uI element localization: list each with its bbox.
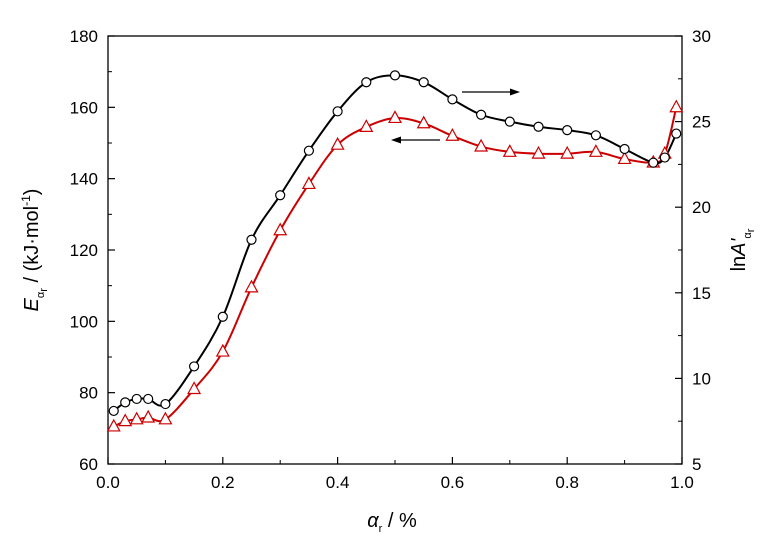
circle-marker (275, 190, 286, 201)
y-right-axis-label: lnA'αr (728, 228, 757, 271)
series-right-line (113, 74, 678, 412)
y-left-tick-label: 60 (79, 455, 98, 474)
triangle-marker (359, 119, 374, 132)
triangle-marker (215, 343, 230, 357)
y-left-axis-label: Eαr / (kJ·mol-1) (19, 189, 50, 312)
plot-frame (107, 35, 683, 465)
circle-marker (332, 106, 343, 117)
y-left-label-close: ) (21, 189, 43, 196)
y-left-label-sub: α (35, 291, 47, 298)
circle-marker (562, 125, 573, 136)
x-tick-label: 0.8 (555, 473, 579, 492)
y-right-label-subsub: r (745, 228, 757, 232)
y-right-tick-label: 30 (692, 27, 711, 46)
x-tick-label: 0.4 (326, 473, 350, 492)
triangle-marker (244, 279, 259, 293)
triangle-marker (273, 222, 288, 236)
triangle-marker (118, 413, 133, 427)
triangle-marker (106, 418, 121, 432)
circle-marker (160, 398, 171, 410)
circle-marker (619, 143, 630, 155)
circle-marker (659, 152, 670, 163)
circle-marker (648, 157, 659, 168)
y-right-label-sub: α (742, 232, 754, 239)
triangle-marker (129, 411, 144, 425)
circle-marker (418, 77, 429, 88)
x-tick-label: 1.0 (670, 473, 694, 492)
arrow-left-annotation (391, 136, 440, 144)
y-left-label-symbol: E (21, 297, 43, 311)
x-tick-label: 0.6 (441, 473, 465, 492)
y-right-tick-label: 15 (692, 284, 711, 303)
circle-marker (590, 130, 602, 141)
x-axis-label-unit: / % (382, 510, 417, 532)
y-left-tick-label: 140 (70, 170, 98, 189)
ticks: 0.0 0.2 0.4 0.6 0.8 1.0 60 80 100 120 140 160 180 5 10… (70, 27, 711, 492)
y-left-tick-label: 120 (70, 241, 98, 260)
y-right-label-prefix: ln (728, 256, 750, 272)
triangle-marker (588, 144, 603, 157)
triangle-marker (531, 145, 546, 159)
y-left-tick-label: 80 (79, 384, 98, 403)
triangle-marker (416, 115, 431, 129)
circle-marker (303, 145, 314, 156)
y-right-tick-label: 25 (692, 113, 711, 132)
circle-marker (389, 70, 401, 81)
y-right-tick-label: 20 (692, 198, 711, 217)
triangle-marker (330, 136, 345, 150)
circle-marker (217, 311, 228, 322)
triangle-marker (617, 151, 632, 165)
y-left-tick-label: 160 (70, 98, 98, 117)
triangle-marker (187, 381, 202, 395)
circle-marker (361, 77, 372, 88)
circle-marker (476, 109, 487, 120)
y-left-label-unit: / (kJ·mol (21, 206, 43, 288)
circle-marker (447, 94, 458, 105)
circle-marker (131, 393, 142, 405)
x-axis-label-sub: r (379, 523, 383, 535)
circle-marker (246, 234, 257, 245)
y-left-tick-label: 180 (70, 27, 98, 46)
x-tick-label: 0.2 (211, 473, 235, 492)
circle-marker (504, 116, 515, 127)
y-right-label-symbol: A' (728, 237, 750, 256)
y-left-label-subsub: r (38, 288, 50, 292)
triangle-marker (502, 144, 517, 157)
y-left-tick-label: 100 (70, 312, 98, 331)
circle-marker (143, 393, 154, 405)
triangle-marker (387, 110, 403, 124)
circle-marker (189, 361, 200, 372)
x-axis-label: αr / % (367, 510, 417, 535)
triangle-marker (560, 145, 575, 159)
x-axis-label-symbol: α (367, 510, 379, 532)
triangle-marker (158, 411, 173, 425)
markers (106, 70, 684, 432)
triangle-marker (301, 176, 316, 190)
arrow-right-annotation (462, 88, 520, 96)
curves (113, 74, 678, 428)
triangle-marker (474, 138, 489, 152)
circle-marker (671, 128, 682, 139)
x-tick-label: 0.0 (96, 473, 120, 492)
circle-marker (533, 121, 544, 132)
circle-marker (108, 405, 119, 417)
triangle-marker (141, 409, 156, 423)
y-left-label-sup: -1 (19, 195, 33, 206)
triangle-marker (669, 99, 684, 113)
triangle-marker (445, 128, 460, 141)
y-right-tick-label: 10 (692, 369, 711, 388)
circle-marker (120, 397, 131, 408)
y-right-tick-label: 5 (692, 455, 701, 474)
